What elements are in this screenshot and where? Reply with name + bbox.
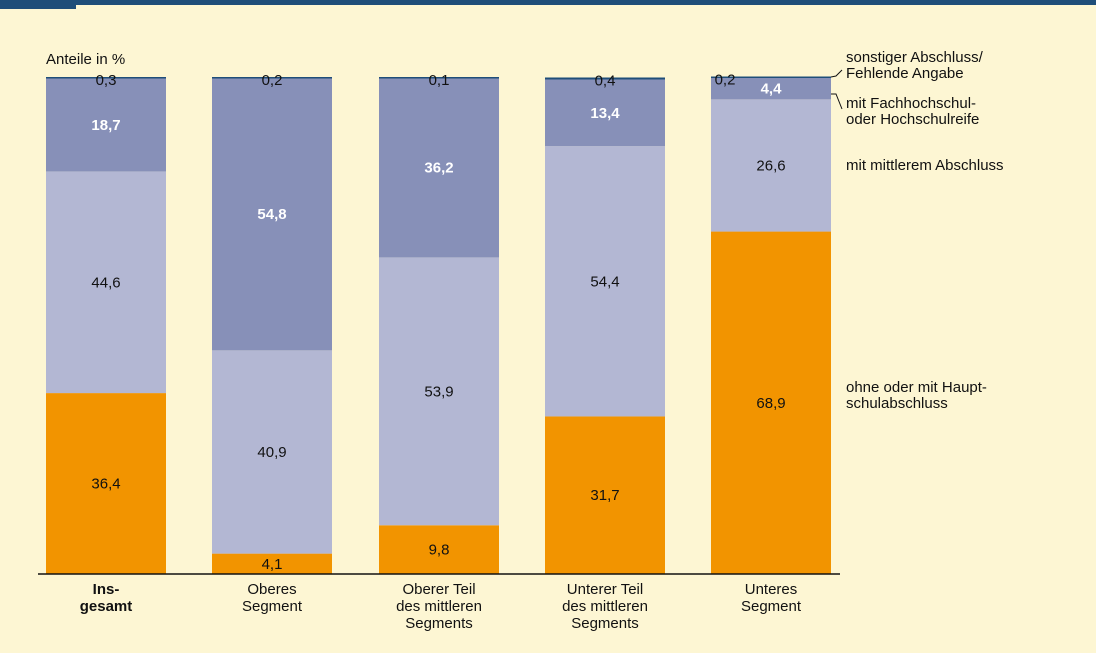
- data-label-4-3: 0,2: [715, 72, 736, 89]
- data-label-2-2: 36,2: [424, 159, 453, 176]
- data-label-3-0: 31,7: [590, 487, 619, 504]
- data-label-1-2: 54,8: [257, 206, 286, 223]
- x-tick-label-2-2: Segments: [405, 615, 473, 632]
- bar-segment-3-2: [545, 79, 665, 147]
- bar-segment-1-1: [212, 350, 332, 554]
- bar-segment-1-2: [212, 77, 332, 351]
- bar-segment-4-2: [711, 77, 831, 100]
- x-tick-label-0-0: Ins-: [93, 581, 120, 598]
- legend-entry-2-1: oder Hochschulreife: [846, 111, 979, 128]
- x-tick-label-3-0: Unterer Teil: [567, 581, 643, 598]
- data-label-4-2: 4,4: [761, 80, 783, 97]
- data-label-1-0: 4,1: [262, 556, 283, 573]
- x-tick-label-0-1: gesamt: [80, 598, 133, 615]
- legend-entry-0-0: ohne oder mit Haupt-: [846, 379, 987, 396]
- x-tick-label-1-1: Segment: [242, 598, 303, 615]
- data-label-0-2: 18,7: [91, 117, 120, 134]
- data-label-1-3: 0,2: [262, 72, 283, 89]
- data-label-3-2: 13,4: [590, 105, 620, 122]
- bar-segment-4-3: [711, 76, 831, 79]
- data-label-1-1: 40,9: [257, 444, 286, 461]
- legend-connector-3: [830, 69, 843, 78]
- legend-entry-3-0: sonstiger Abschluss/: [846, 49, 984, 66]
- bar-segment-0-1: [46, 171, 166, 394]
- bar-segment-1-3: [212, 77, 332, 79]
- bar-segment-4-1: [711, 99, 831, 232]
- bars-layer: [46, 76, 831, 574]
- legend-entry-3-1: Fehlende Angabe: [846, 65, 964, 82]
- y-axis-label: Anteile in %: [46, 51, 125, 68]
- bar-segment-2-0: [379, 525, 499, 574]
- legend-connector-2: [831, 93, 843, 110]
- bar-segment-3-1: [545, 146, 665, 417]
- legend-entry-1-0: mit mittlerem Abschluss: [846, 157, 1004, 174]
- bar-segment-2-2: [379, 77, 499, 258]
- legend-entry-2-0: mit Fachhochschul-: [846, 95, 976, 112]
- top-tab: [0, 0, 76, 9]
- bar-segment-0-0: [46, 393, 166, 574]
- x-tick-label-2-1: des mittleren: [396, 598, 482, 615]
- legend: ohne oder mit Haupt-schulabschluss mit mi…: [830, 49, 1004, 412]
- data-label-3-3: 0,4: [595, 72, 616, 89]
- x-tick-label-2-0: Oberer Teil: [402, 581, 475, 598]
- legend-entry-0-1: schulabschluss: [846, 395, 948, 412]
- bar-segment-3-3: [545, 77, 665, 80]
- data-label-0-1: 44,6: [91, 274, 120, 291]
- data-label-2-0: 9,8: [429, 542, 450, 559]
- x-tick-label-3-2: Segments: [571, 615, 639, 632]
- x-tick-label-4-0: Unteres: [745, 581, 798, 598]
- bar-segment-1-0: [212, 553, 332, 574]
- data-label-0-0: 36,4: [91, 476, 120, 493]
- data-label-2-1: 53,9: [424, 383, 453, 400]
- bar-segment-0-2: [46, 78, 166, 172]
- x-tick-label-3-1: des mittleren: [562, 598, 648, 615]
- segment-labels-layer: 36,4 44,6 18,7 0,3 4,1 40,9 54,8 0,2 9,8 53,9 36,2…: [91, 72, 785, 573]
- data-label-0-3: 0,3: [96, 72, 117, 89]
- x-tick-label-4-1: Segment: [741, 598, 802, 615]
- x-tick-label-1-0: Oberes: [247, 581, 296, 598]
- bar-segment-0-3: [46, 77, 166, 79]
- bar-segment-2-3: [379, 77, 499, 79]
- bar-segment-2-1: [379, 257, 499, 526]
- top-rule: [0, 0, 1096, 5]
- data-label-2-3: 0,1: [429, 72, 450, 89]
- data-label-4-0: 68,9: [756, 395, 785, 412]
- bar-segment-3-0: [545, 416, 665, 574]
- data-label-3-1: 54,4: [590, 273, 619, 290]
- bar-segment-4-0: [711, 231, 831, 574]
- data-label-4-1: 26,6: [756, 157, 785, 174]
